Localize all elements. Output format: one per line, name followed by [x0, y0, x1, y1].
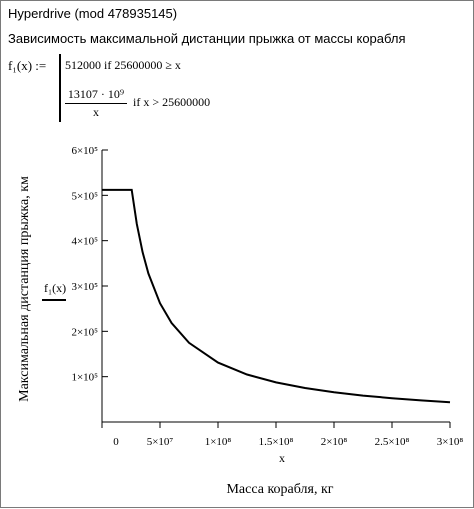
- y-tick-label: 6×10⁵: [71, 145, 98, 157]
- x-axis-variable-label: x: [279, 451, 285, 465]
- y-tick-label: 3×10⁵: [71, 281, 98, 293]
- y-tick-label: 4×10⁵: [71, 236, 98, 248]
- fraction-numerator: 13107 · 10⁹: [65, 87, 127, 104]
- function-definition-lhs[interactable]: f₁(x) :=: [8, 58, 47, 73]
- x-tick-label: 1.5×10⁸: [259, 436, 294, 448]
- x-tick-label: 5×10⁷: [147, 436, 174, 448]
- worksheet-title: Hyperdrive (mod 478935145): [8, 6, 178, 21]
- x-tick-label: 2×10⁸: [321, 436, 348, 448]
- piecewise-case-1[interactable]: 512000 if 25600000 ≥ x: [65, 58, 181, 72]
- x-axis-title: Масса корабля, кг: [226, 482, 333, 497]
- piecewise-brace: [59, 54, 61, 122]
- x-tick-label: 3×10⁸: [437, 436, 464, 448]
- plot-region[interactable]: 1×10⁵ 2×10⁵ 3×10⁵ 4×10⁵ 5×10⁵ 6×10⁵ 0 5×10⁷ 1×10…: [1, 131, 474, 509]
- y-axis-title: Максимальная дистанция прыжка, км: [17, 176, 32, 402]
- piecewise-case-2-fraction[interactable]: 13107 · 10⁹ x: [65, 87, 127, 120]
- x-tick-label: 2.5×10⁸: [375, 436, 410, 448]
- series-label: f₁(x): [44, 281, 66, 295]
- y-tick-label: 2×10⁵: [71, 326, 98, 338]
- fraction-denominator: x: [93, 105, 99, 119]
- series-line-f1: [102, 188, 451, 404]
- worksheet-subtitle: Зависимость максимальной дистанции прыжк…: [8, 31, 406, 46]
- piecewise-case-2-condition: if x > 25600000: [133, 95, 211, 109]
- x-tick-label: 0: [113, 436, 119, 448]
- y-tick-label: 1×10⁵: [71, 372, 98, 384]
- y-tick-label: 5×10⁵: [71, 190, 98, 202]
- x-tick-label: 1×10⁸: [205, 436, 232, 448]
